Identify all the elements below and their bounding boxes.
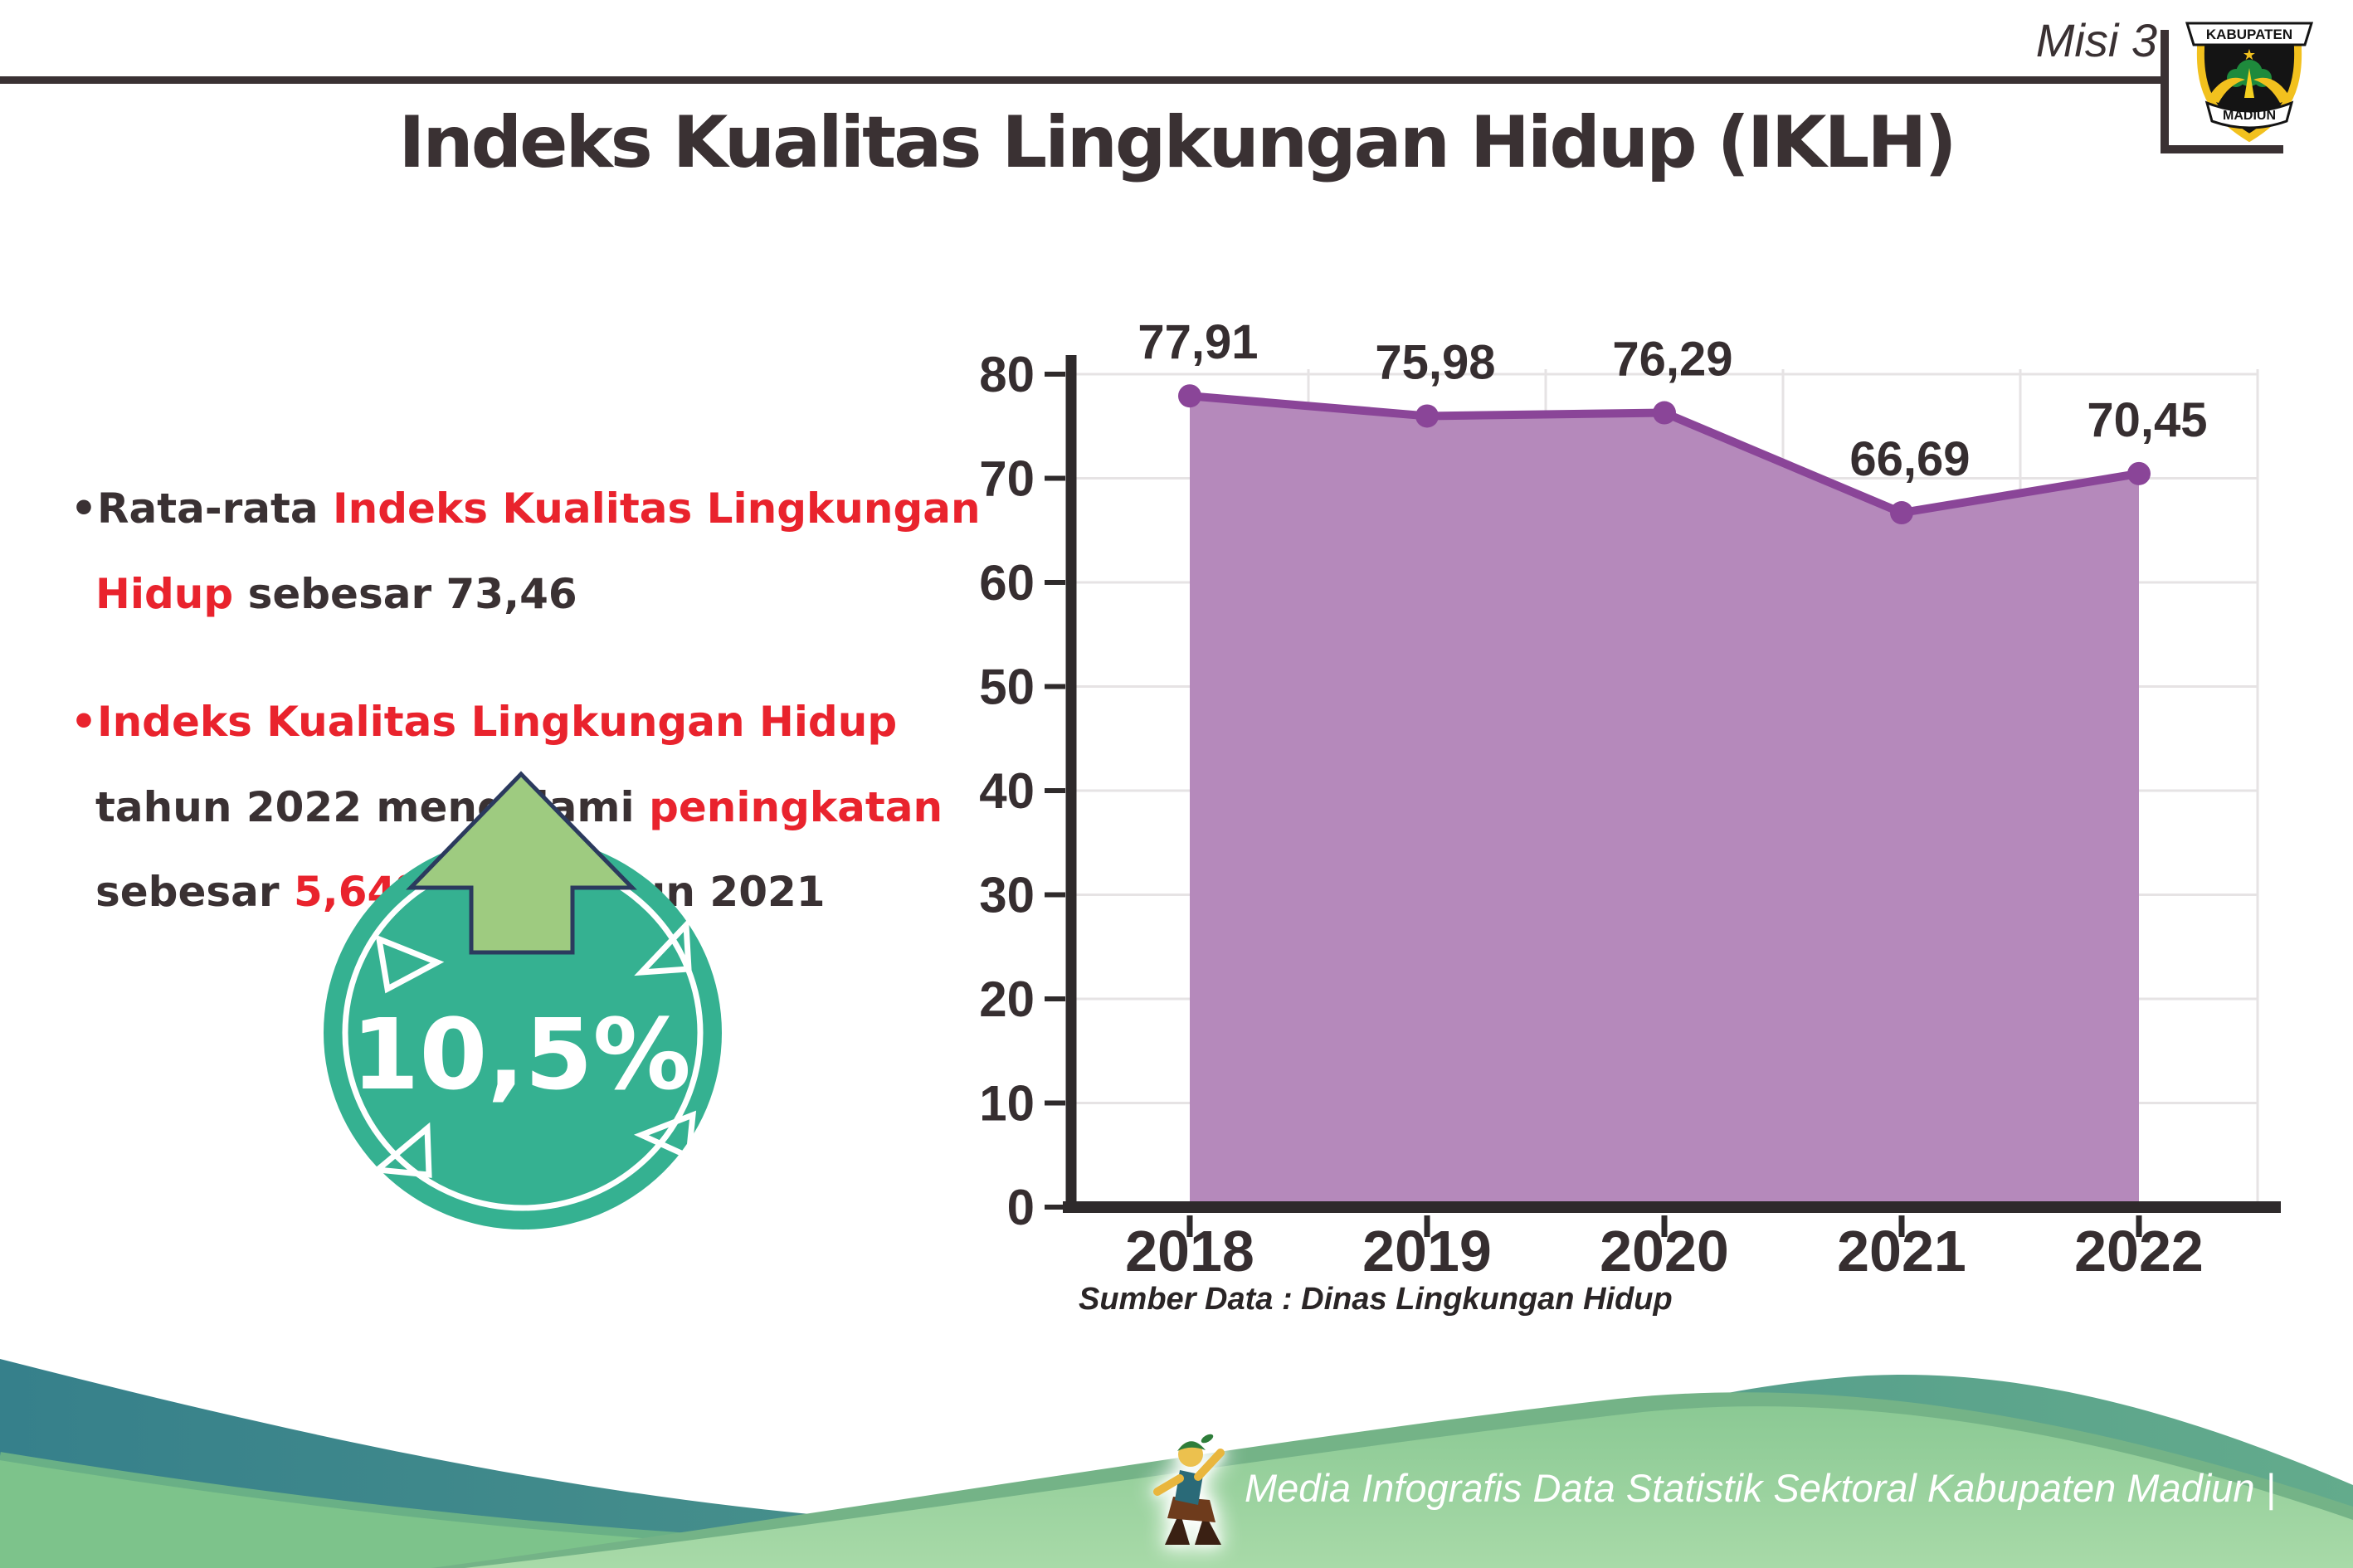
spark-triangle-upper-left [375,934,445,994]
mascot-arm-right [1194,1449,1225,1481]
bullet-segment: peningkatan [649,782,943,831]
y-tick-label: 60 [979,555,1035,611]
x-tick-label: 2021 [1837,1219,1966,1283]
logo-banner-top [2185,22,2314,46]
footer-caption: Media Infografis Data Statistik Sektoral… [1245,1466,2276,1510]
y-tick-label: 70 [979,451,1035,507]
footer-dome-wave [465,1406,2353,1568]
bullet-segment: • [71,698,97,746]
bullet-segment: •Rata-rata [71,485,334,533]
mascot-leg-left [1165,1512,1190,1545]
misi-label: Misi 3 [2035,14,2157,66]
mascot-arm-left [1153,1474,1184,1496]
logo-bottom-label: MADIUN [2223,109,2276,123]
footer-wave [0,1359,2353,1568]
x-tick-label: 2019 [1362,1219,1492,1283]
mascot-leg-right [1195,1513,1221,1545]
mascot-cap [1177,1441,1206,1451]
data-value-label: 70,45 [2087,393,2207,447]
data-value-label: 75,98 [1375,335,1495,389]
spark-triangle-upper-right [634,918,692,976]
iklh-area-chart: 0 10 20 30 40 50 60 70 80 2018 2019 2020 2021 2022 77,… [979,315,2281,1283]
area-fill [1190,396,2139,1207]
bullet-segment: sebesar [95,868,294,916]
key-points-list: •Rata-rata Indeks Kualitas Lingkungan Hi… [71,466,1033,978]
logo-frame-horizontal [2161,145,2283,153]
data-value-label: 76,29 [1612,333,1732,387]
wing-left-icon [2207,77,2245,103]
logo-frame-vertical [2161,30,2169,153]
data-value-label: 77,91 [1138,315,1258,369]
logo-banner-bottom [2204,100,2294,129]
spark-triangle-lower-right [633,1110,697,1161]
data-point-marker [1415,404,1439,428]
page-title: Indeks Kualitas Lingkungan Hidup (IKLH) [398,101,1956,184]
kabupaten-madiun-logo: KABUPATEN ★ MADIUN [2185,22,2314,143]
mascot-shorts [1167,1497,1215,1522]
footer-green-underlay [0,1456,2353,1568]
data-point-marker [1653,401,1676,425]
x-tick-label: 2022 [2074,1219,2204,1283]
bullet-segment: sebesar 73,46 [233,569,577,618]
bullet-segment: Indeks Kualitas Lingkungan Hidup [95,485,981,618]
chart-source: Sumber Data : Dinas Lingkungan Hidup [1079,1282,1673,1317]
x-tick-label: 2018 [1125,1219,1254,1283]
dancing-person-icon [1153,1434,1225,1545]
star-icon: ★ [2243,46,2256,64]
logo-top-label: KABUPATEN [2206,27,2292,42]
x-tick-label: 2020 [1600,1219,1729,1283]
increase-badge: 10,5% [324,771,722,1230]
badge-value: 10,5% [351,997,690,1112]
spark-triangle-lower-left [370,1122,432,1178]
y-tick-label: 10 [979,1076,1035,1132]
data-value-label: 66,69 [1849,432,1970,486]
bullet-segment: Indeks Kualitas Lingkungan Hidup [96,698,898,746]
y-tick-label: 20 [979,971,1035,1027]
y-tick-label: 50 [979,660,1035,715]
wing-right-icon [2253,77,2292,103]
arrow-up-icon [406,771,637,955]
data-point-marker [2127,461,2151,485]
data-point-marker [1178,384,1201,408]
y-tick-label: 0 [1007,1180,1035,1235]
mascot-leaf [1201,1434,1214,1444]
header-rule [0,76,2167,84]
y-tick-label: 40 [979,763,1035,819]
data-point-marker [1890,501,1913,525]
monument-icon [2244,68,2254,98]
y-tick-label: 30 [979,868,1035,923]
y-tick-label: 80 [979,347,1035,402]
bullet-item: •Rata-rata Indeks Kualitas Lingkungan Hi… [71,466,1033,636]
